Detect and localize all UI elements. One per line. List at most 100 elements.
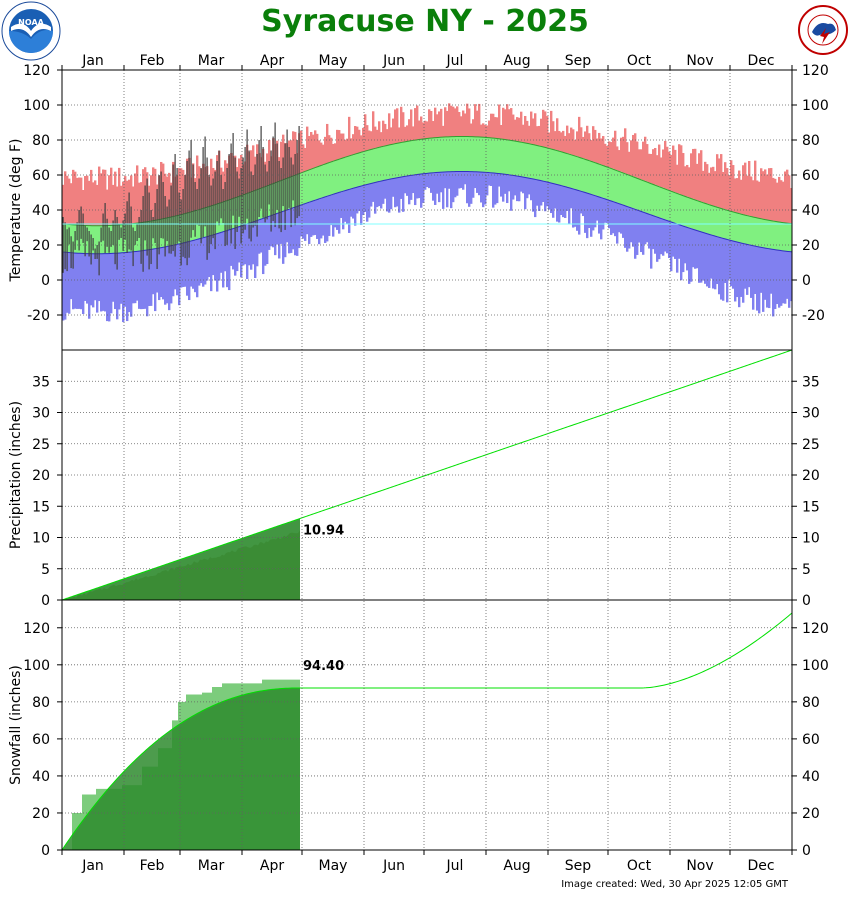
observed-temp-bar [180,199,182,266]
record-high-bar [448,103,451,137]
record-high-bar [654,147,657,185]
observed-temp-bar [242,157,244,234]
record-low-bar [598,196,601,234]
record-high-bar [84,176,87,226]
record-low-bar [704,232,707,284]
record-low-bar [512,175,515,200]
observed-temp-bar [238,178,240,217]
record-low-bar [728,239,731,280]
record-high-bar [394,109,397,144]
normal-range-bar [338,159,341,193]
normal-range-bar [422,139,425,174]
month-label-bottom: Dec [747,858,774,874]
normal-range-bar [378,147,381,182]
record-high-bar [328,135,331,164]
record-low-bar [110,253,113,314]
record-high-bar [384,123,387,147]
record-high-bar [576,131,579,157]
observed-temp-bar [288,147,290,208]
record-low-bar [540,180,543,206]
record-high-bar [786,169,789,224]
precipitation-tick-left: 20 [32,468,50,484]
record-low-bar [444,171,447,189]
normal-range-bar [552,149,555,184]
record-low-bar [564,186,567,218]
record-low-bar [134,251,137,304]
record-high-bar [104,169,107,226]
normal-range-bar [412,140,415,176]
normal-range-bar [612,168,615,202]
record-high-bar [660,157,663,188]
record-high-bar [318,140,321,167]
record-low-bar [200,238,203,284]
normal-range-bar [324,164,327,198]
observed-temp-bar [144,185,146,241]
record-high-bar [314,130,317,169]
record-low-bar [706,233,709,287]
record-low-bar [688,227,691,284]
record-high-bar [644,136,647,181]
observed-temp-bar [248,150,250,239]
record-high-bar [444,107,447,138]
record-high-bar [180,168,183,215]
record-low-bar [138,251,141,309]
month-label-top: Oct [627,53,652,69]
normal-range-bar [716,206,719,237]
normal-range-bar [758,218,761,247]
record-low-bar [386,179,389,212]
normal-range-bar [350,155,353,190]
record-low-bar [66,252,69,313]
record-low-bar [616,202,619,244]
normal-range-bar [744,214,747,244]
record-high-bar [626,142,629,175]
record-low-bar [316,199,319,239]
record-low-bar [120,252,123,304]
observed-temp-bar [270,150,272,232]
record-high-bar [518,117,521,142]
temperature-axis-label: Temperature (deg F) [8,139,24,283]
record-low-bar [456,171,459,196]
record-low-bar [302,204,305,239]
record-high-bar [772,177,775,221]
normal-range-bar [352,155,355,189]
record-high-bar [132,186,135,224]
normal-range-bar [786,223,789,252]
record-high-bar [282,134,285,181]
record-high-bar [552,121,555,150]
observed-temp-bar [298,126,300,217]
normal-range-bar [644,180,647,213]
normal-range-bar [516,141,519,176]
record-low-bar [402,176,405,212]
normal-range-bar [592,161,595,195]
normal-range-bar [480,137,483,172]
normal-range-bar [518,141,521,177]
observed-temp-bar [156,189,158,269]
record-high-bar [652,149,655,185]
record-high-bar [410,109,413,141]
record-high-bar [322,144,325,166]
normal-range-bar [704,202,707,233]
precipitation-tick-right: 0 [802,593,811,609]
record-low-bar [342,191,345,230]
record-low-bar [578,190,581,235]
normal-range-bar [300,173,303,206]
month-label-top: Nov [686,53,713,69]
record-low-bar [594,195,597,228]
normal-range-bar [660,187,663,219]
record-high-bar [324,136,327,165]
record-high-bar [334,143,337,161]
record-high-bar [222,171,225,203]
record-high-bar [604,143,607,166]
record-low-bar [344,190,347,222]
normal-range-bar [368,150,371,185]
record-high-bar [556,118,559,151]
record-high-bar [482,123,485,138]
month-label-bottom: Jul [446,858,464,874]
record-low-bar [742,243,745,303]
record-low-bar [588,193,591,229]
record-low-bar [358,186,361,212]
normal-range-bar [302,172,305,205]
record-low-bar [410,175,413,200]
record-high-bar [748,161,751,216]
observed-temp-bar [194,182,196,237]
